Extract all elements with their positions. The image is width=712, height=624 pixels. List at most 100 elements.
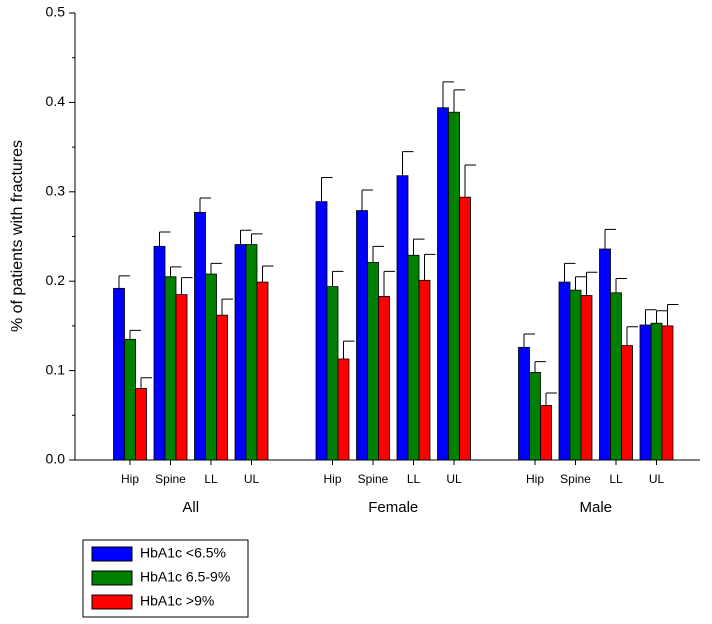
bar [407, 254, 420, 461]
group-label: Male [579, 499, 612, 516]
x-tick-label: UL [244, 472, 260, 486]
error-bar [251, 233, 263, 245]
bar [448, 111, 460, 461]
bar [661, 325, 674, 461]
error-bar [181, 277, 193, 295]
x-tick-label: UL [446, 472, 462, 486]
error-bar [140, 377, 152, 389]
bar [558, 281, 571, 461]
x-tick-label: Spine [358, 472, 389, 486]
error-bar [170, 266, 182, 277]
x-tick-label: LL [407, 472, 421, 486]
bar [540, 405, 552, 461]
y-tick-label: 0.4 [46, 93, 66, 109]
bar [621, 345, 633, 461]
error-bar [523, 333, 535, 348]
bar [367, 262, 379, 461]
bar [459, 196, 471, 461]
error-bar [453, 89, 465, 113]
error-bar [372, 245, 384, 263]
legend-swatch [91, 546, 133, 562]
bar [256, 281, 269, 461]
x-tick-label: LL [204, 472, 218, 486]
error-bar [575, 276, 587, 291]
error-bar [221, 298, 233, 316]
error-bar [262, 265, 274, 283]
x-tick-label: Spine [155, 472, 186, 486]
bar [175, 294, 188, 461]
error-bar [564, 262, 576, 283]
error-bar [413, 238, 425, 256]
bar [518, 346, 530, 461]
bar [418, 279, 431, 461]
error-bar [402, 151, 414, 176]
x-tick-label: LL [609, 472, 623, 486]
legend-label: HbA1c 6.5-9% [140, 569, 230, 585]
bar [639, 324, 652, 461]
error-bar [534, 361, 546, 373]
bar [580, 295, 593, 461]
error-bar [321, 176, 333, 202]
y-tick-label: 0.2 [46, 272, 66, 288]
bar [337, 358, 350, 461]
bar [326, 286, 339, 461]
bar [529, 371, 541, 461]
group-label: Female [368, 499, 418, 516]
bar [216, 314, 228, 461]
error-bar [118, 275, 130, 289]
error-bar [159, 231, 171, 247]
bar [113, 287, 125, 461]
error-bar [210, 262, 222, 275]
error-bar [586, 271, 598, 296]
x-tick-label: Hip [323, 472, 341, 486]
bar [194, 211, 206, 461]
error-bar [442, 81, 454, 108]
bar [610, 292, 622, 461]
x-tick-label: UL [649, 472, 665, 486]
bar [437, 107, 449, 461]
legend-swatch [91, 594, 133, 610]
error-bar [383, 270, 395, 297]
error-bar [240, 229, 252, 245]
bar [599, 248, 611, 461]
bar [569, 289, 582, 461]
error-bar [361, 189, 373, 211]
error-bar [615, 278, 627, 293]
bar [135, 388, 147, 461]
y-axis-label: % of patients with fractures [9, 140, 26, 332]
error-bar [464, 164, 476, 198]
error-bar [667, 303, 679, 326]
legend-swatch [91, 570, 133, 586]
error-bar [545, 392, 557, 406]
bar [234, 244, 247, 461]
bar [650, 322, 663, 461]
bar [124, 338, 136, 461]
bar [315, 201, 328, 461]
error-bar [343, 340, 355, 359]
error-bar [199, 197, 211, 213]
error-bar [424, 253, 436, 281]
legend-label: HbA1c <6.5% [140, 545, 226, 561]
y-tick-label: 0.3 [46, 183, 66, 199]
group-label: All [182, 499, 199, 516]
bar [356, 210, 368, 461]
legend-label: HbA1c >9% [140, 593, 214, 609]
bar [245, 244, 258, 461]
bar [396, 175, 409, 461]
error-bar [645, 309, 657, 326]
error-bar [656, 310, 668, 324]
x-tick-label: Hip [526, 472, 544, 486]
bar [378, 295, 390, 461]
x-tick-label: Hip [121, 472, 139, 486]
error-bar [332, 270, 344, 287]
error-bar [626, 326, 638, 346]
x-tick-label: Spine [560, 472, 591, 486]
error-bar [604, 228, 616, 250]
y-tick-label: 0.1 [46, 361, 66, 377]
error-bar [129, 329, 141, 340]
bar [153, 245, 166, 461]
bar [164, 276, 177, 461]
y-tick-label: 0.0 [46, 451, 66, 467]
bar [205, 273, 217, 461]
